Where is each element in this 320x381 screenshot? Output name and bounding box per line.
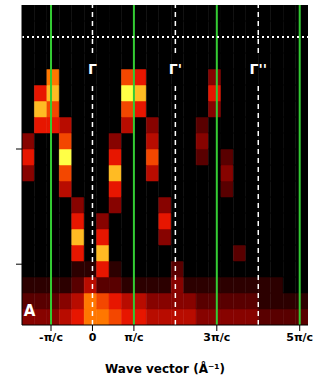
svg-text:Wave vector (Å⁻¹): Wave vector (Å⁻¹) [105, 361, 225, 376]
svg-text:Γ'': Γ'' [250, 61, 268, 77]
svg-text:0: 0 [89, 331, 97, 344]
svg-text:π/c: π/c [124, 331, 143, 344]
svg-text:3π/c: 3π/c [203, 331, 230, 344]
svg-text:-π/c: -π/c [39, 331, 63, 344]
svg-text:5π/c: 5π/c [286, 331, 313, 344]
svg-text:A: A [24, 302, 36, 320]
svg-text:Γ': Γ' [169, 61, 182, 77]
svg-text:Γ: Γ [88, 61, 97, 77]
